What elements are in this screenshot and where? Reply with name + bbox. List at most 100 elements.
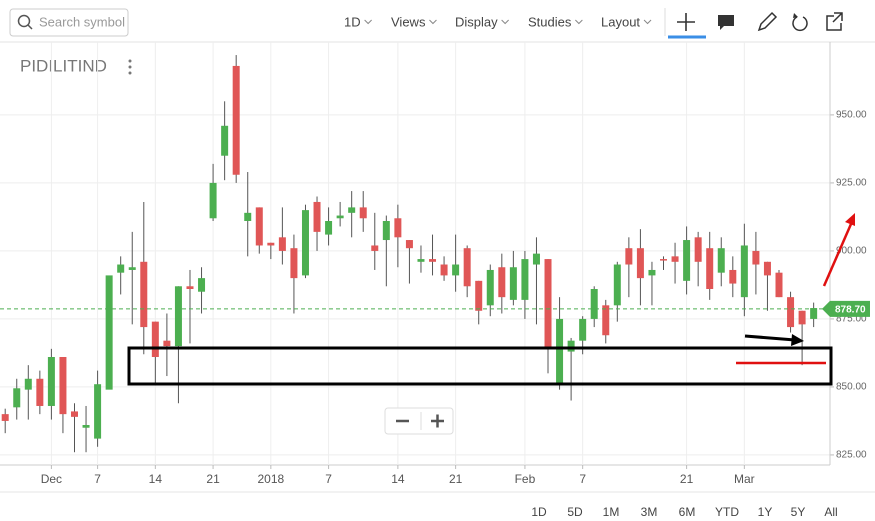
menu-caret (643, 19, 652, 25)
toolbar-menu[interactable]: 1D (344, 14, 361, 29)
candle-body (417, 259, 425, 262)
comment-tool[interactable] (718, 15, 734, 30)
candle-body (752, 250, 760, 265)
candle-body (255, 207, 263, 246)
candle-body (394, 218, 402, 238)
x-tick-label: 21 (206, 472, 220, 486)
candle-body (325, 220, 333, 235)
drawn-arrow-head (791, 334, 804, 346)
candle-body (382, 220, 390, 241)
candle-body (532, 253, 540, 265)
candle-body (1, 414, 9, 421)
toolbar-menu[interactable]: Display (455, 14, 498, 29)
candle-body (729, 269, 737, 284)
y-tick-label: 900.00 (836, 246, 867, 257)
candle-body (544, 259, 552, 349)
zoom-box (384, 407, 454, 435)
candle-body (740, 245, 748, 298)
x-tick-label: 21 (680, 472, 694, 486)
draw-tool[interactable] (757, 11, 778, 32)
reset-tool[interactable] (792, 16, 808, 32)
range-button[interactable]: 1M (603, 505, 620, 519)
toolbar (0, 0, 875, 42)
range-button[interactable]: 1D (531, 505, 547, 519)
x-tick-label: Mar (734, 472, 755, 486)
candle-body (186, 286, 194, 289)
toolbar-menu[interactable]: Layout (601, 14, 640, 29)
range-button[interactable]: 5Y (791, 505, 806, 519)
candle-body (683, 240, 691, 281)
candle-body (717, 248, 725, 273)
symbol-menu[interactable] (128, 59, 132, 63)
candle-body (486, 269, 494, 306)
y-tick-label: 950.00 (836, 110, 867, 121)
candle-body (810, 308, 818, 319)
candle-body (694, 237, 702, 262)
popout-tool[interactable] (826, 12, 843, 31)
range-button[interactable]: 5D (567, 505, 583, 519)
candle-body (140, 261, 148, 328)
symbol-menu-dot (128, 65, 132, 69)
range-button[interactable]: All (824, 505, 837, 519)
candle-body (567, 340, 575, 352)
candle-body (174, 286, 182, 347)
candle-body (290, 248, 298, 279)
range-button[interactable]: YTD (715, 505, 739, 519)
last-price-tag (822, 300, 870, 317)
candle-body (13, 388, 21, 408)
candle-body (117, 264, 125, 273)
candle-body (70, 411, 78, 417)
candle-body (509, 267, 517, 300)
x-tick-label: 14 (391, 472, 405, 486)
y-tick-label: 850.00 (836, 382, 867, 393)
y-tick-label: 825.00 (836, 450, 867, 461)
search-icon (17, 14, 31, 28)
range-button[interactable]: 1Y (758, 505, 773, 519)
x-tick-label: 14 (149, 472, 163, 486)
candle-body (602, 305, 610, 336)
candle-body (613, 264, 621, 306)
candle-body (348, 207, 356, 213)
candle-body (787, 297, 795, 328)
candle-body (59, 357, 67, 415)
x-tick-label: 7 (579, 472, 586, 486)
candle-body (278, 237, 286, 251)
toolbar-menu[interactable]: Views (391, 14, 426, 29)
toolbar-menu[interactable]: Studies (528, 14, 572, 29)
drawn-rectangle (127, 346, 833, 386)
candle-body (590, 288, 598, 319)
search-icon-handle (27, 24, 33, 30)
symbol-name: PIDILITIND (20, 56, 107, 75)
drawn-arrow (822, 223, 853, 287)
candle-body (660, 259, 668, 261)
menu-caret (575, 19, 583, 25)
candle-body (579, 318, 587, 341)
x-tick-label: 21 (449, 472, 463, 486)
range-button[interactable]: 3M (641, 505, 658, 519)
x-tick-label: 2018 (257, 472, 284, 486)
menu-caret (429, 19, 437, 25)
menu-caret (364, 19, 372, 25)
candle-body (556, 318, 564, 385)
candle-body (359, 207, 367, 219)
candle-body (313, 201, 321, 232)
x-tick-label: Feb (515, 472, 536, 486)
search-placeholder: Search symbol (39, 14, 125, 29)
candle-body (498, 267, 506, 298)
candle-body (82, 425, 90, 428)
candle-body (521, 259, 529, 300)
candle-body (475, 280, 483, 311)
x-tick-label: 7 (325, 472, 332, 486)
range-button[interactable]: 6M (679, 505, 696, 519)
candle-body (625, 248, 633, 265)
search-box[interactable] (9, 8, 129, 37)
drawn-arrow-head (845, 213, 855, 226)
candle-body (371, 245, 379, 251)
candle-body (244, 212, 252, 221)
candle-body (128, 267, 136, 270)
candle-body (151, 321, 159, 358)
menu-caret (501, 19, 509, 25)
candle-body (24, 378, 32, 390)
drawn-arrow (744, 334, 796, 342)
